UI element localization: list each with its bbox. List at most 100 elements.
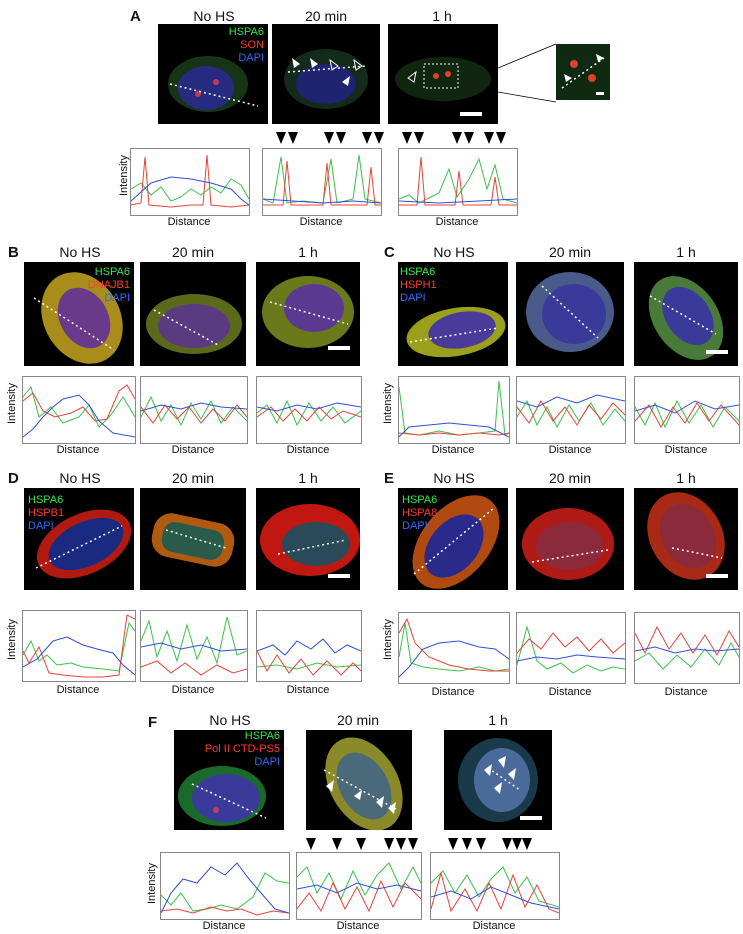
xlabel-e-1h: Distance — [664, 686, 708, 698]
micrograph-f-1h — [444, 730, 552, 830]
plot-c-1h — [634, 376, 740, 444]
ylabel-c: Intensity — [382, 383, 394, 424]
title-a-nohs: No HS — [193, 8, 235, 24]
plot-a-nohs — [130, 148, 250, 216]
legend-d: HSPA6 HSPB1 DAPI — [28, 494, 88, 533]
title-f-20min: 20 min — [336, 712, 380, 728]
arrowheads-a-1h — [398, 132, 514, 151]
scale-bar-c — [706, 350, 728, 354]
title-d-nohs: No HS — [59, 470, 101, 486]
profile-a-20min — [263, 154, 381, 206]
profile-b-20min — [141, 395, 247, 427]
xlabel-c-1h: Distance — [664, 444, 708, 456]
panel-letter-f: F — [148, 714, 158, 731]
title-e-nohs: No HS — [433, 470, 475, 486]
title-f-nohs: No HS — [209, 712, 251, 728]
panel-letter-c: C — [384, 244, 395, 261]
legend-f-blue: DAPI — [254, 756, 280, 768]
profile-e-nohs — [399, 617, 509, 678]
legend-b-red: DNAJB1 — [87, 279, 130, 291]
title-a-1h: 1 h — [432, 8, 452, 24]
legend-f: HSPA6 Pol II CTD-PS5 DAPI — [182, 730, 280, 769]
xlabel-f-1h: Distance — [472, 920, 516, 932]
title-e-1h: 1 h — [676, 470, 696, 486]
profile-d-nohs — [23, 614, 135, 678]
profile-e-20min — [517, 625, 625, 674]
ylabel-d: Intensity — [6, 619, 18, 660]
plot-b-nohs — [22, 376, 136, 444]
panel-letter-a: A — [130, 8, 141, 25]
legend-b: HSPA6 DNAJB1 DAPI — [44, 266, 130, 305]
micrograph-e-nohs — [398, 488, 508, 590]
profile-d-1h — [257, 638, 361, 676]
arrowheads-f-20min — [304, 838, 424, 857]
legend-a-red: SON — [240, 39, 264, 51]
profile-f-nohs — [161, 862, 289, 916]
panel-letter-e: E — [384, 470, 395, 487]
scale-bar-a-inset — [596, 92, 604, 95]
ylabel-e: Intensity — [382, 619, 394, 660]
legend-d-green: HSPA6 — [28, 494, 64, 506]
legend-e-red: HSPA8 — [402, 507, 438, 519]
xlabel-c-20min: Distance — [548, 444, 592, 456]
plot-d-20min — [140, 610, 248, 682]
plot-e-1h — [634, 612, 740, 684]
plot-a-20min — [262, 148, 382, 216]
plot-e-20min — [516, 612, 626, 684]
micrograph-e-1h — [634, 488, 738, 590]
title-e-20min: 20 min — [548, 470, 592, 486]
profile-c-nohs — [399, 380, 509, 438]
micrograph-d-1h — [256, 488, 360, 590]
micrograph-a-nohs — [158, 24, 268, 124]
plot-a-1h — [398, 148, 518, 216]
plot-e-nohs — [398, 612, 510, 684]
ylabel-a: Intensity — [118, 155, 130, 196]
xlabel-d-20min: Distance — [171, 684, 215, 696]
legend-d-red: HSPB1 — [28, 507, 65, 519]
title-c-20min: 20 min — [548, 244, 592, 260]
micrograph-c-20min — [516, 262, 624, 366]
xlabel-b-1h: Distance — [286, 444, 330, 456]
xlabel-b-20min: Distance — [171, 444, 215, 456]
legend-c-green: HSPA6 — [400, 266, 436, 278]
profile-b-nohs — [23, 384, 135, 438]
inset-connector-lines — [498, 43, 557, 103]
xlabel-a-1h: Distance — [435, 216, 479, 228]
micrograph-f-nohs — [174, 730, 284, 830]
xlabel-b-nohs: Distance — [56, 444, 100, 456]
legend-c-blue: DAPI — [400, 292, 426, 304]
xlabel-e-20min: Distance — [548, 686, 592, 698]
profile-d-20min — [141, 616, 247, 676]
profile-b-1h — [257, 399, 361, 427]
title-d-20min: 20 min — [171, 470, 215, 486]
legend-e-blue: DAPI — [402, 520, 428, 532]
plot-d-1h — [256, 610, 362, 682]
legend-b-blue: DAPI — [104, 292, 130, 304]
micrograph-a-1h — [388, 24, 498, 124]
profile-e-1h — [635, 625, 739, 670]
plot-f-1h — [430, 852, 560, 920]
arrowheads-f-1h — [446, 838, 536, 857]
plot-f-20min — [296, 852, 422, 920]
xlabel-f-20min: Distance — [336, 920, 380, 932]
profile-f-20min — [297, 862, 421, 913]
title-d-1h: 1 h — [298, 470, 318, 486]
panel-letter-d: D — [8, 470, 19, 487]
legend-c: HSPA6 HSPH1 DAPI — [400, 266, 460, 305]
title-c-nohs: No HS — [433, 244, 475, 260]
profile-f-1h — [431, 866, 559, 914]
micrograph-c-nohs — [398, 262, 508, 366]
legend-e: HSPA6 HSPA8 DAPI — [402, 494, 462, 533]
plot-f-nohs — [160, 852, 290, 920]
micrograph-d-nohs — [24, 488, 134, 590]
plot-b-20min — [140, 376, 248, 444]
plot-d-nohs — [22, 610, 136, 682]
legend-c-red: HSPH1 — [400, 279, 437, 291]
profile-c-1h — [635, 399, 739, 429]
title-b-20min: 20 min — [171, 244, 215, 260]
xlabel-c-nohs: Distance — [431, 444, 475, 456]
micrograph-a-20min — [272, 24, 380, 124]
ylabel-b: Intensity — [6, 383, 18, 424]
micrograph-b-20min — [140, 262, 246, 366]
micrograph-b-nohs — [24, 262, 134, 366]
